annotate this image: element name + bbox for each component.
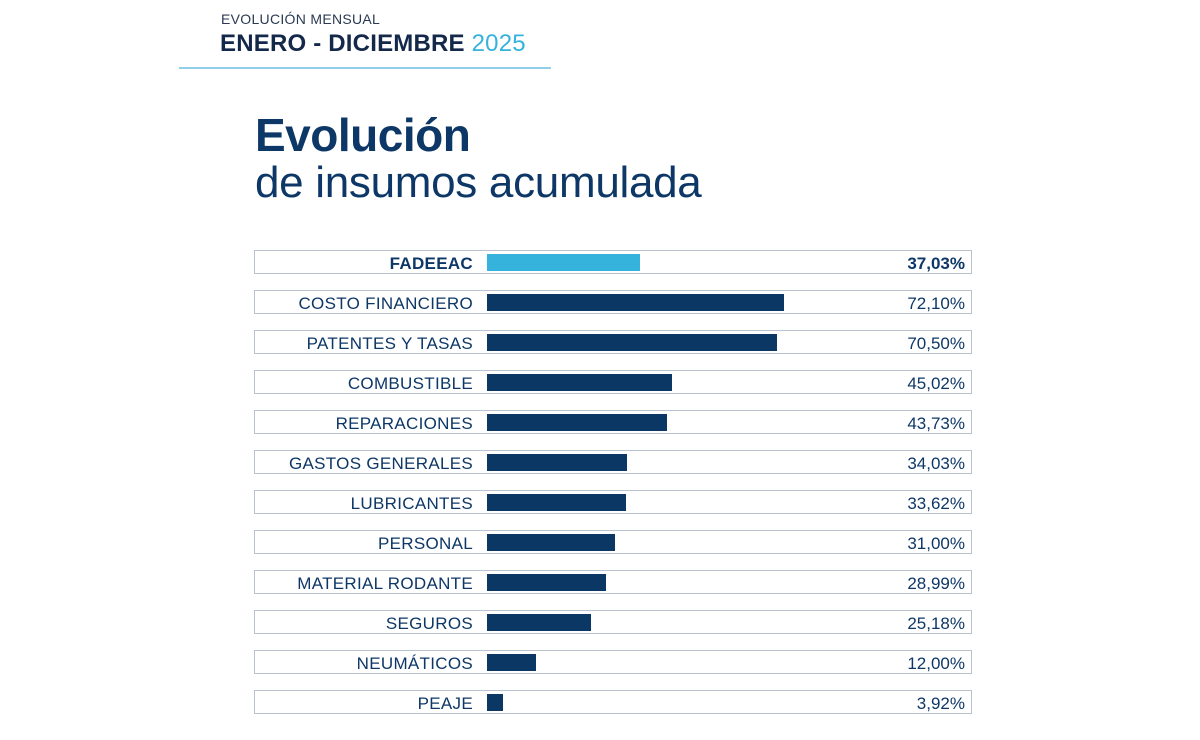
category-label: GASTOS GENERALES [289,454,473,473]
category-label: COMBUSTIBLE [347,374,473,393]
bar [487,494,626,511]
header-kicker: EVOLUCIÓN MENSUAL [221,11,381,27]
value-label: 25,18% [907,614,965,633]
period-year: 2025 [471,30,526,57]
bar-row: MATERIAL RODANTE 28,99% [254,570,972,594]
value-label: 31,00% [907,534,965,553]
value-label: 28,99% [907,574,965,593]
bar [487,334,778,351]
bar-row: PERSONAL 31,00% [254,530,972,554]
bar-row: PEAJE 3,92% [254,690,972,714]
value-label: 34,03% [907,454,965,473]
bar-row: LUBRICANTES 33,62% [254,490,972,514]
category-label: PERSONAL [378,534,473,553]
value-label: 45,02% [907,374,965,393]
bar [487,574,607,591]
category-label: PEAJE [417,694,473,713]
category-label: SEGUROS [385,614,473,633]
header-divider [179,67,551,69]
value-label: 72,10% [907,294,965,313]
bar-row: SEGUROS 25,18% [254,610,972,634]
bar-row: COSTO FINANCIERO 72,10% [254,290,972,314]
category-label: FADEEAC [389,254,473,273]
bar-row: PATENTES Y TASAS 70,50% [254,330,972,354]
chart-title-line1: Evolución [255,109,471,161]
bar [487,694,504,711]
bar [487,294,785,311]
period-range: ENERO - DICIEMBRE [220,30,465,57]
bar [487,414,668,431]
bar-row: REPARACIONES 43,73% [254,410,972,434]
bar [487,454,628,471]
bar-row: GASTOS GENERALES 34,03% [254,450,972,474]
category-label: LUBRICANTES [350,494,473,513]
value-label: 70,50% [907,334,965,353]
bar [487,654,537,671]
category-label: MATERIAL RODANTE [297,574,473,593]
bar-row: NEUMÁTICOS 12,00% [254,650,972,674]
category-label: REPARACIONES [335,414,473,433]
value-label: 33,62% [907,494,965,513]
value-label: 3,92% [916,694,965,713]
category-label: NEUMÁTICOS [356,654,473,673]
bar-row: COMBUSTIBLE 45,02% [254,370,972,394]
value-label: 43,73% [907,414,965,433]
category-label: PATENTES Y TASAS [306,334,473,353]
chart-title-line2: de insumos acumulada [255,158,702,207]
value-label: 12,00% [907,654,965,673]
bar [487,534,615,551]
category-label: COSTO FINANCIERO [298,294,473,313]
bar [487,374,673,391]
bar-chart: FADEEAC 37,03% COSTO FINANCIERO 72,10% PATEN… [254,250,972,730]
bar-row: FADEEAC 37,03% [254,250,972,274]
value-label: 37,03% [907,254,965,273]
bar [487,614,591,631]
bar [487,254,640,271]
header-period: ENERO - DICIEMBRE 2025 [220,30,526,58]
